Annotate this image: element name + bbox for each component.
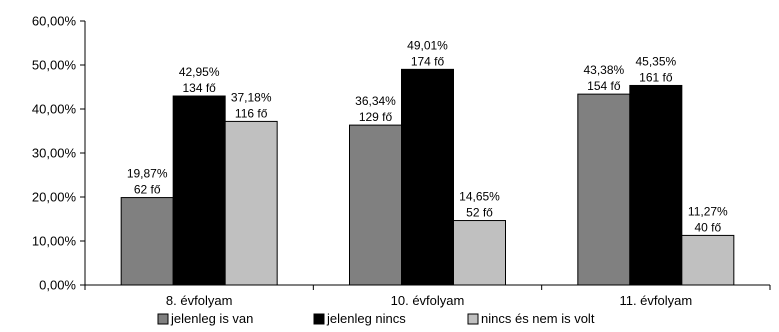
bar	[681, 234, 735, 286]
data-label-percent: 49,01%	[407, 38, 448, 52]
bar	[224, 120, 278, 286]
legend-label: jelenleg nincs	[326, 311, 406, 326]
x-tick-label: 11. évfolyam	[619, 293, 692, 308]
y-axis: 0,00% 10,00% 20,00% 30,00% 40,00% 50,00% 60,00…	[32, 14, 86, 293]
data-label-percent: 37,18%	[231, 90, 272, 104]
plot-area: 19,87% 62 fő 42,95% 134 fő 37,18% 116 fő 36,34…	[120, 38, 735, 286]
x-tick-label: 8. évfolyam	[166, 293, 232, 308]
data-label-count: 52 fő	[466, 206, 493, 220]
y-tick-label: 50,00%	[32, 58, 77, 73]
bar	[453, 220, 506, 286]
y-tick-label: 40,00%	[32, 102, 77, 117]
bar	[349, 124, 402, 286]
bar	[577, 93, 631, 286]
bar	[120, 197, 174, 286]
bar	[401, 68, 454, 286]
data-label-count: 129 fő	[359, 110, 393, 124]
data-label-percent: 43,38%	[583, 63, 624, 77]
legend-label: nincs és nem is volt	[481, 311, 595, 326]
data-label-count: 116 fő	[235, 106, 268, 120]
data-label-percent: 14,65%	[459, 190, 500, 204]
x-axis: 8. évfolyam 10. évfolyam 11. évfolyam	[84, 284, 771, 308]
data-label-count: 154 fő	[587, 79, 621, 93]
data-label-percent: 45,35%	[635, 54, 676, 68]
y-tick-label: 30,00%	[32, 146, 77, 161]
data-label-count: 161 fő	[639, 70, 673, 84]
data-label-count: 40 fő	[694, 220, 721, 234]
y-tick-label: 0,00%	[39, 278, 76, 293]
y-tick-label: 10,00%	[32, 234, 77, 249]
legend: jelenleg is van jelenleg nincs nincs és ne…	[157, 311, 595, 326]
data-label-percent: 11,27%	[688, 204, 728, 218]
data-label-count: 174 fő	[411, 54, 445, 68]
legend-label: jelenleg is van	[170, 311, 253, 326]
bar	[172, 95, 226, 286]
data-label-count: 134 fő	[182, 81, 216, 95]
legend-swatch	[157, 313, 169, 325]
legend-swatch	[467, 313, 479, 325]
y-tick-label: 60,00%	[32, 14, 77, 29]
data-label-percent: 19,87%	[127, 167, 168, 181]
data-label-percent: 36,34%	[355, 94, 396, 108]
x-tick-label: 10. évfolyam	[391, 293, 465, 308]
data-label-percent: 42,95%	[179, 65, 220, 79]
legend-swatch	[313, 313, 325, 325]
data-label-count: 62 fő	[134, 183, 161, 197]
y-tick-label: 20,00%	[32, 190, 77, 205]
bar	[629, 84, 683, 286]
